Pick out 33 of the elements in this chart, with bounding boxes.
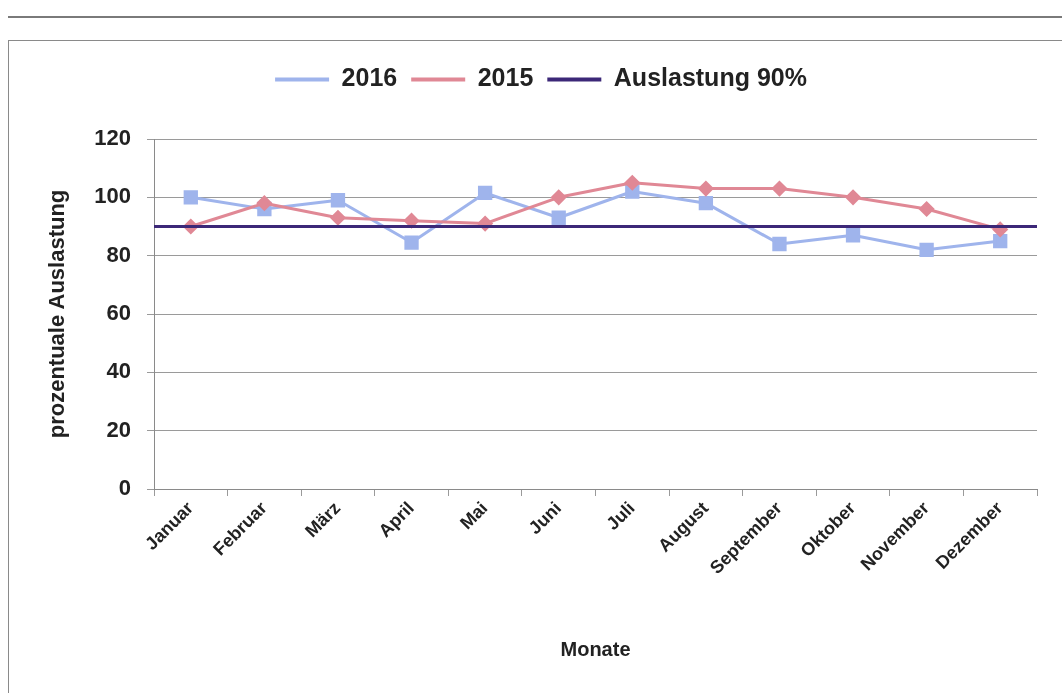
point bbox=[256, 195, 272, 211]
y-tick-label: 120 bbox=[94, 125, 131, 151]
point bbox=[330, 193, 346, 208]
y-tick-label: 20 bbox=[106, 416, 131, 442]
x-tick-label: Mai bbox=[456, 497, 492, 534]
point bbox=[919, 201, 935, 217]
point bbox=[477, 185, 493, 201]
y-tick-label: 60 bbox=[106, 300, 131, 326]
point bbox=[624, 175, 640, 191]
point bbox=[771, 181, 787, 197]
point bbox=[551, 210, 566, 225]
legend-label: 2016 bbox=[341, 63, 398, 92]
point bbox=[993, 233, 1008, 249]
point bbox=[551, 189, 567, 205]
x-axis-title: Monate bbox=[560, 637, 631, 660]
point bbox=[330, 210, 346, 226]
y-axis-title: prozentuale Auslastung bbox=[44, 189, 70, 439]
y-tick-label: 0 bbox=[118, 475, 131, 501]
legend-label: 2015 bbox=[477, 63, 534, 92]
point bbox=[845, 189, 861, 205]
point bbox=[404, 213, 420, 229]
y-tick-label: 100 bbox=[94, 183, 131, 209]
x-tick-label: Juli bbox=[602, 497, 639, 534]
point bbox=[183, 190, 198, 205]
y-tick-label: 80 bbox=[106, 241, 131, 267]
point bbox=[698, 181, 714, 197]
point bbox=[698, 196, 714, 211]
point bbox=[845, 228, 861, 243]
point bbox=[919, 242, 934, 257]
point bbox=[772, 236, 787, 252]
y-tick-label: 40 bbox=[106, 358, 131, 384]
point bbox=[404, 235, 419, 250]
legend-label: Auslastung 90% bbox=[613, 63, 807, 92]
